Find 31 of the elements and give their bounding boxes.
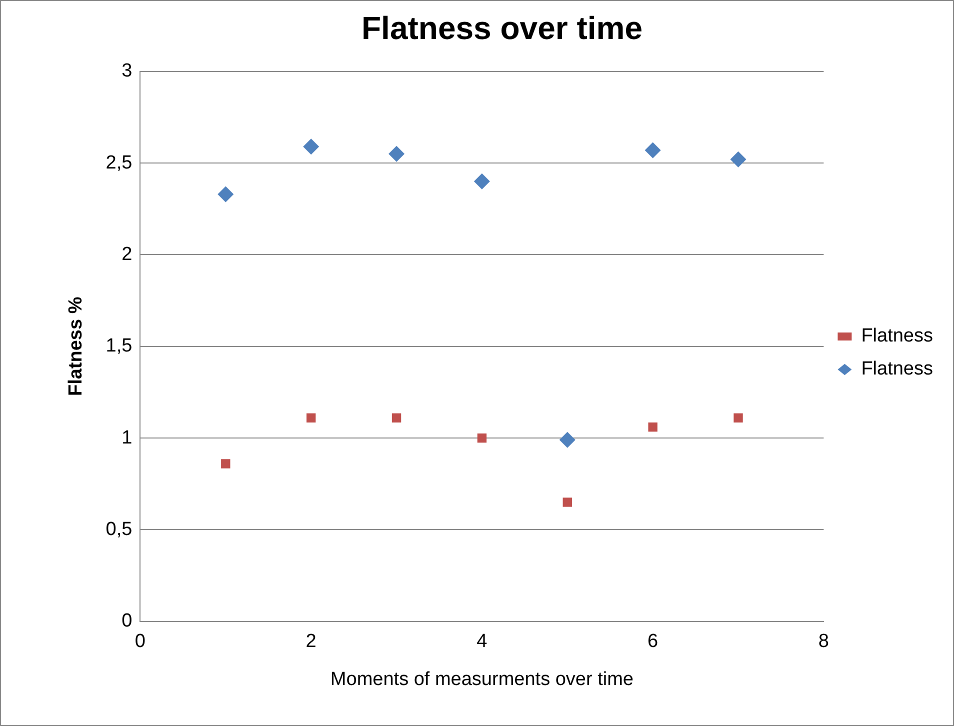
x-tick-label: 4 bbox=[476, 631, 488, 652]
point bbox=[474, 173, 490, 190]
y-tick-label: 2,5 bbox=[106, 152, 132, 174]
y-tick-label: 1,5 bbox=[106, 336, 132, 357]
point bbox=[644, 142, 661, 158]
x-tick-label: 8 bbox=[818, 631, 829, 652]
legend-label: Flatness bbox=[861, 358, 934, 380]
chart-title: Flatness over time bbox=[362, 10, 642, 46]
x-tick-label: 2 bbox=[306, 631, 316, 652]
point bbox=[559, 432, 576, 448]
y-tick-label: 3 bbox=[122, 60, 132, 82]
point bbox=[306, 413, 316, 422]
point bbox=[734, 413, 743, 422]
point bbox=[303, 138, 320, 155]
point bbox=[392, 413, 402, 422]
y-tick-label: 2 bbox=[122, 244, 132, 265]
point bbox=[221, 459, 230, 468]
point bbox=[562, 498, 572, 507]
legend-label: Flatness bbox=[861, 326, 934, 347]
x-tick-label: 6 bbox=[648, 631, 658, 652]
point bbox=[648, 422, 658, 432]
y-tick-label: 0,5 bbox=[106, 518, 132, 540]
point bbox=[730, 151, 746, 168]
x-tick-label: 0 bbox=[134, 631, 146, 652]
point bbox=[477, 433, 487, 443]
y-axis-title: Flatness % bbox=[66, 296, 87, 396]
point bbox=[388, 146, 405, 162]
y-tick-label: 0 bbox=[122, 610, 132, 632]
x-axis-title: Moments of measurments over time bbox=[330, 668, 634, 690]
point bbox=[218, 186, 234, 202]
y-tick-label: 1 bbox=[122, 427, 132, 448]
